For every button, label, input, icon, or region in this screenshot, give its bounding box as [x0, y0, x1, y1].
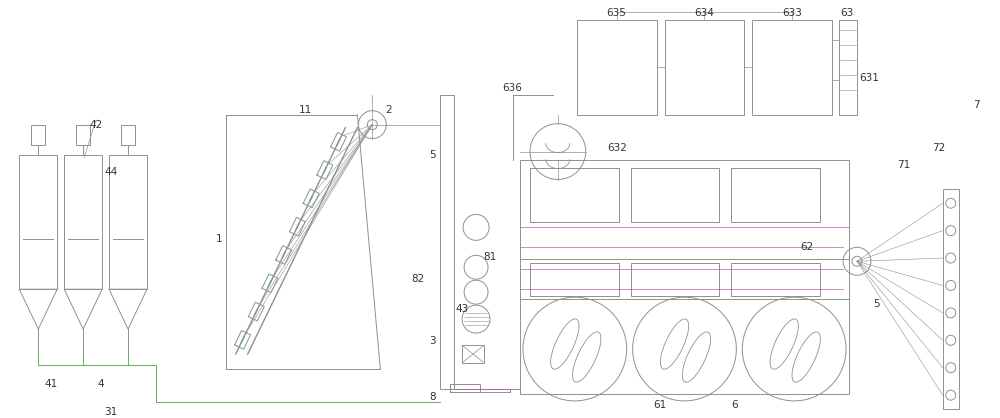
Bar — [731, 168, 820, 222]
Bar — [631, 168, 719, 222]
Text: 6: 6 — [731, 400, 738, 410]
Bar — [577, 20, 657, 115]
Bar — [19, 155, 57, 289]
Text: 634: 634 — [694, 8, 714, 18]
Text: 82: 82 — [412, 274, 425, 284]
Text: 5: 5 — [874, 299, 880, 309]
Text: 2: 2 — [385, 104, 392, 115]
Bar — [440, 95, 454, 389]
Text: 71: 71 — [897, 160, 911, 170]
Text: 631: 631 — [859, 73, 879, 83]
Text: 81: 81 — [483, 252, 497, 262]
Text: 41: 41 — [45, 379, 58, 389]
Text: 632: 632 — [608, 143, 628, 153]
Bar — [530, 263, 619, 296]
Bar — [109, 155, 147, 289]
Bar — [530, 168, 619, 222]
Bar — [752, 20, 832, 115]
Text: 1: 1 — [215, 234, 222, 245]
Text: 5: 5 — [429, 150, 435, 160]
Text: 635: 635 — [607, 8, 627, 18]
Bar — [839, 20, 857, 115]
Text: 44: 44 — [104, 166, 118, 176]
Bar — [731, 263, 820, 296]
Text: 11: 11 — [299, 104, 312, 115]
Text: 3: 3 — [429, 336, 435, 346]
Text: 42: 42 — [89, 120, 103, 130]
Text: 7: 7 — [973, 100, 980, 110]
Text: 63: 63 — [840, 8, 854, 18]
Bar — [31, 125, 45, 145]
Bar — [121, 125, 135, 145]
Text: 4: 4 — [98, 379, 104, 389]
Bar — [520, 160, 849, 394]
Bar — [450, 384, 480, 392]
Text: 62: 62 — [801, 242, 814, 252]
Text: 8: 8 — [429, 392, 435, 402]
Bar — [76, 125, 90, 145]
Bar — [631, 263, 719, 296]
Bar — [665, 20, 744, 115]
Text: 633: 633 — [782, 8, 802, 18]
Text: 636: 636 — [502, 83, 522, 93]
Text: 43: 43 — [455, 304, 469, 314]
Bar — [462, 345, 484, 363]
Text: 72: 72 — [932, 143, 945, 153]
Text: 31: 31 — [104, 407, 118, 417]
Bar — [943, 189, 959, 409]
Bar — [64, 155, 102, 289]
Text: 61: 61 — [653, 400, 666, 410]
